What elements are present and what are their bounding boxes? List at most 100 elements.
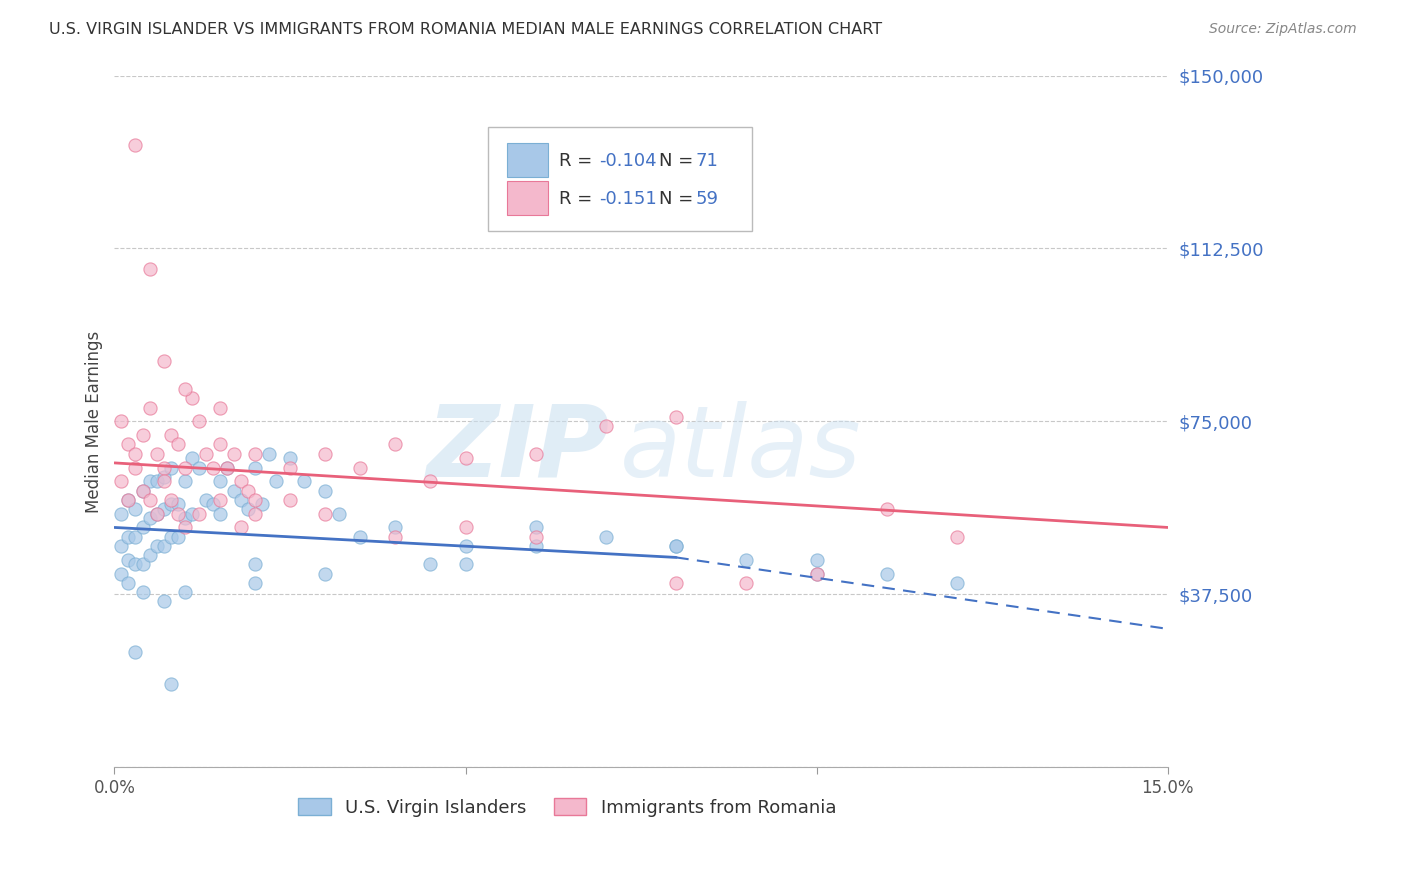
Point bbox=[124, 460, 146, 475]
Point bbox=[173, 585, 195, 599]
Point bbox=[124, 137, 146, 152]
Point bbox=[152, 354, 174, 368]
Point bbox=[110, 414, 132, 428]
Point bbox=[166, 497, 188, 511]
Point bbox=[131, 585, 153, 599]
Point bbox=[208, 492, 231, 507]
Point bbox=[876, 502, 898, 516]
Point bbox=[229, 475, 252, 489]
Point bbox=[110, 475, 132, 489]
Point bbox=[159, 677, 181, 691]
Point bbox=[524, 539, 547, 553]
Point bbox=[264, 475, 287, 489]
Point bbox=[131, 428, 153, 442]
Point bbox=[208, 401, 231, 415]
Point bbox=[124, 530, 146, 544]
Text: N =: N = bbox=[659, 190, 699, 208]
Point bbox=[201, 460, 224, 475]
Point bbox=[180, 392, 202, 406]
Text: N =: N = bbox=[659, 152, 699, 169]
Point bbox=[152, 469, 174, 483]
Point bbox=[152, 539, 174, 553]
Point bbox=[595, 419, 617, 434]
Point bbox=[159, 460, 181, 475]
Point bbox=[278, 460, 301, 475]
Point bbox=[665, 409, 688, 424]
Point bbox=[243, 460, 266, 475]
Point bbox=[187, 507, 209, 521]
Point bbox=[117, 437, 139, 451]
Y-axis label: Median Male Earnings: Median Male Earnings bbox=[86, 330, 103, 513]
Point bbox=[243, 507, 266, 521]
Point bbox=[124, 447, 146, 461]
Point bbox=[152, 460, 174, 475]
Point bbox=[152, 475, 174, 489]
Point bbox=[173, 475, 195, 489]
Point bbox=[419, 475, 441, 489]
Point bbox=[138, 262, 160, 277]
Point bbox=[187, 460, 209, 475]
Point bbox=[124, 645, 146, 659]
Legend: U.S. Virgin Islanders, Immigrants from Romania: U.S. Virgin Islanders, Immigrants from R… bbox=[291, 790, 844, 824]
Point bbox=[138, 492, 160, 507]
Point bbox=[524, 520, 547, 534]
Text: -0.151: -0.151 bbox=[599, 190, 657, 208]
Point bbox=[159, 530, 181, 544]
Point bbox=[524, 530, 547, 544]
Text: -0.104: -0.104 bbox=[599, 152, 657, 169]
Point bbox=[735, 575, 758, 590]
FancyBboxPatch shape bbox=[508, 144, 548, 178]
Text: atlas: atlas bbox=[620, 401, 862, 498]
Point bbox=[384, 520, 406, 534]
Point bbox=[159, 492, 181, 507]
Point bbox=[806, 553, 828, 567]
Point bbox=[124, 558, 146, 572]
Text: R =: R = bbox=[560, 190, 598, 208]
Point bbox=[166, 530, 188, 544]
Point bbox=[384, 437, 406, 451]
Point bbox=[173, 460, 195, 475]
Point bbox=[222, 483, 245, 498]
Point bbox=[138, 511, 160, 525]
Point bbox=[314, 566, 336, 581]
Point bbox=[145, 539, 167, 553]
Point bbox=[124, 502, 146, 516]
Text: U.S. VIRGIN ISLANDER VS IMMIGRANTS FROM ROMANIA MEDIAN MALE EARNINGS CORRELATION: U.S. VIRGIN ISLANDER VS IMMIGRANTS FROM … bbox=[49, 22, 883, 37]
Point bbox=[117, 492, 139, 507]
Point bbox=[131, 483, 153, 498]
Point bbox=[278, 492, 301, 507]
Point bbox=[208, 507, 231, 521]
Point bbox=[229, 520, 252, 534]
Point bbox=[166, 507, 188, 521]
Point bbox=[145, 475, 167, 489]
FancyBboxPatch shape bbox=[508, 181, 548, 215]
Text: 71: 71 bbox=[696, 152, 718, 169]
Point bbox=[454, 539, 477, 553]
Point bbox=[665, 575, 688, 590]
Point bbox=[454, 520, 477, 534]
Point bbox=[110, 566, 132, 581]
Point bbox=[110, 539, 132, 553]
Point bbox=[138, 401, 160, 415]
FancyBboxPatch shape bbox=[488, 128, 752, 231]
Point bbox=[173, 520, 195, 534]
Point bbox=[159, 428, 181, 442]
Point bbox=[314, 483, 336, 498]
Text: R =: R = bbox=[560, 152, 598, 169]
Text: ZIP: ZIP bbox=[426, 401, 610, 498]
Point bbox=[314, 507, 336, 521]
Point bbox=[117, 575, 139, 590]
Point bbox=[117, 553, 139, 567]
Point bbox=[201, 497, 224, 511]
Point bbox=[180, 507, 202, 521]
Point bbox=[194, 447, 217, 461]
Point bbox=[152, 502, 174, 516]
Point bbox=[595, 530, 617, 544]
Point bbox=[145, 447, 167, 461]
Point bbox=[145, 507, 167, 521]
Point bbox=[665, 539, 688, 553]
Point bbox=[292, 475, 315, 489]
Point bbox=[138, 548, 160, 562]
Point bbox=[131, 520, 153, 534]
Text: Source: ZipAtlas.com: Source: ZipAtlas.com bbox=[1209, 22, 1357, 37]
